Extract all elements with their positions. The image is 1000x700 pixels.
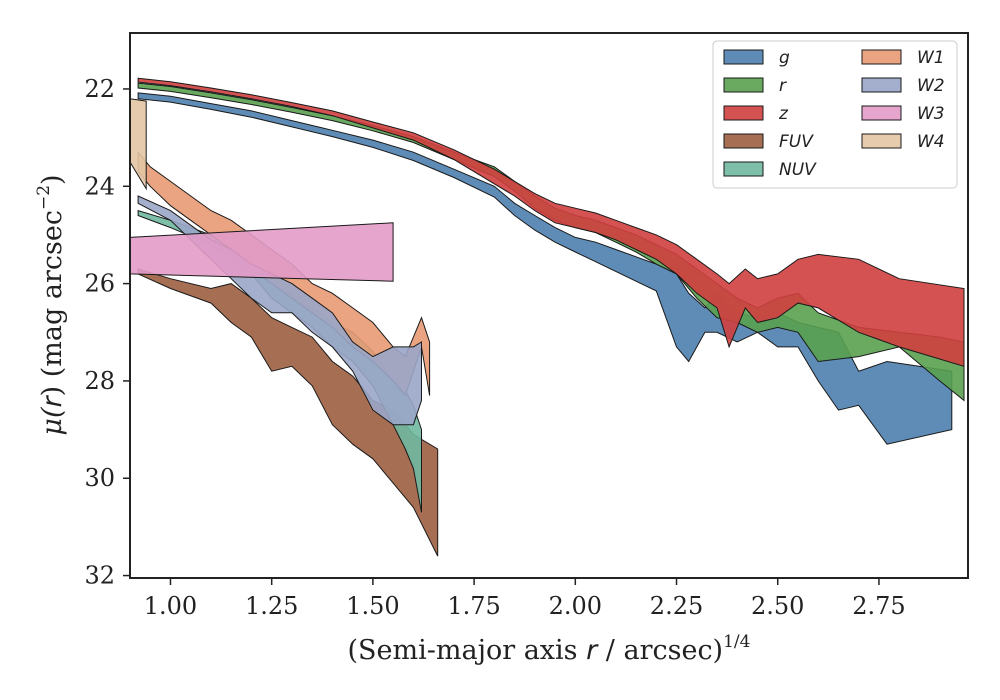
y-axis-ticks: 22 24 26 28 30 32 xyxy=(84,75,130,590)
legend-swatch-z xyxy=(723,105,764,121)
legend-label-g: g xyxy=(779,48,790,68)
legend-swatch-w3 xyxy=(861,105,902,121)
legend-label-r: r xyxy=(779,76,787,96)
legend-swatch-w4 xyxy=(861,133,902,149)
x-tick-label: 1.00 xyxy=(144,592,197,620)
y-tick-label: 24 xyxy=(84,172,115,200)
x-tick-label: 2.50 xyxy=(751,592,804,620)
y-axis-label: μ(r) (mag arcsec−2) xyxy=(34,174,68,435)
legend-swatch-fuv xyxy=(723,133,764,149)
legend-label-z: z xyxy=(778,104,789,124)
y-tick-label: 28 xyxy=(84,367,115,395)
legend: grz FUV NUV W1 W2 W3 W4 xyxy=(712,40,958,189)
band-z xyxy=(137,77,965,367)
x-tick-label: 2.25 xyxy=(650,592,703,620)
y-tick-label: 26 xyxy=(84,270,115,298)
legend-label-w2: W2 xyxy=(917,76,945,96)
series-bands xyxy=(130,77,965,557)
y-tick-label: 32 xyxy=(84,562,115,590)
y-tick-label: 22 xyxy=(84,75,115,103)
y-tick-label: 30 xyxy=(84,464,115,492)
band-w3 xyxy=(130,222,394,282)
x-tick-label: 1.75 xyxy=(447,592,500,620)
legend-label-fuv: FUV xyxy=(779,132,814,152)
legend-swatch-w1 xyxy=(861,49,902,65)
legend-swatch-nuv xyxy=(723,161,764,177)
band-w4 xyxy=(130,98,147,191)
legend-label-w4: W4 xyxy=(917,132,945,152)
x-tick-label: 2.75 xyxy=(852,592,905,620)
legend-swatch-w2 xyxy=(861,77,902,93)
legend-label-w3: W3 xyxy=(917,104,945,124)
legend-swatch-r xyxy=(723,77,764,93)
x-tick-label: 2.00 xyxy=(549,592,602,620)
x-axis-ticks: 1.00 1.25 1.50 1.75 2.00 2.25 2.50 2.75 xyxy=(144,578,906,620)
x-axis-label: (Semi-major axis r / arcsec)1/4 xyxy=(348,632,751,666)
x-tick-label: 1.50 xyxy=(346,592,399,620)
x-tick-label: 1.25 xyxy=(245,592,298,620)
plot-frame xyxy=(129,32,969,579)
legend-label-w1: W1 xyxy=(917,48,945,68)
legend-label-nuv: NUV xyxy=(779,160,817,180)
legend-swatch-g xyxy=(723,49,764,65)
band-g xyxy=(137,92,953,445)
